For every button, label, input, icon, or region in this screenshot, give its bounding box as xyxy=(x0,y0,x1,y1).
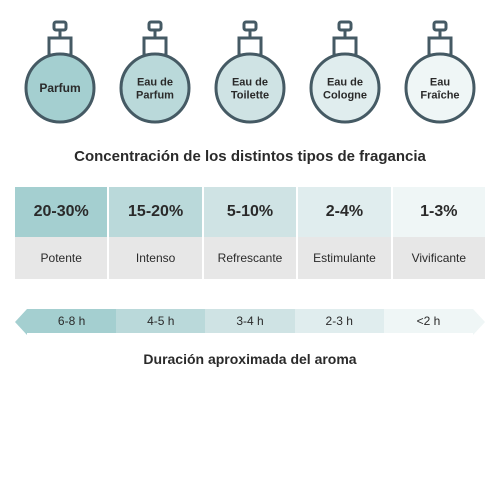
bottle-parfum: Parfum xyxy=(15,20,104,126)
duration-bar: 6-8 h 4-5 h 3-4 h 2-3 h <2 h xyxy=(15,309,485,333)
desc-cell-2: Refrescante xyxy=(204,237,296,279)
bottles-row: Parfum Eau deParfum Eau deToilette Eau d… xyxy=(15,20,485,126)
descriptor-row: Potente Intenso Refrescante Estimulante … xyxy=(15,237,485,279)
concentration-row: 20-30% 15-20% 5-10% 2-4% 1-3% xyxy=(15,187,485,237)
dur-cell-3: 2-3 h xyxy=(295,309,384,333)
desc-cell-0: Potente xyxy=(15,237,107,279)
conc-cell-0: 20-30% xyxy=(15,187,107,237)
svg-text:Eau de: Eau de xyxy=(327,77,363,89)
svg-text:Cologne: Cologne xyxy=(323,89,367,101)
svg-text:Eau: Eau xyxy=(430,77,450,89)
subtitle: Duración aproximada del aroma xyxy=(15,351,485,367)
arrow-left-icon xyxy=(15,309,27,335)
svg-text:Eau de: Eau de xyxy=(232,77,268,89)
bottle-eau-de-cologne: Eau deCologne xyxy=(301,20,390,126)
dur-cell-2: 3-4 h xyxy=(205,309,294,333)
conc-cell-3: 2-4% xyxy=(298,187,390,237)
main-title: Concentración de los distintos tipos de … xyxy=(15,148,485,165)
conc-cell-2: 5-10% xyxy=(204,187,296,237)
bottle-eau-fraiche: EauFraîche xyxy=(396,20,485,126)
desc-cell-1: Intenso xyxy=(109,237,201,279)
conc-cell-1: 15-20% xyxy=(109,187,201,237)
svg-text:Eau de: Eau de xyxy=(137,77,173,89)
dur-cell-0: 6-8 h xyxy=(27,309,116,333)
conc-cell-4: 1-3% xyxy=(393,187,485,237)
svg-text:Fraîche: Fraîche xyxy=(421,89,460,101)
svg-text:Parfum: Parfum xyxy=(39,81,80,95)
arrow-right-icon xyxy=(473,309,485,335)
duration-cells: 6-8 h 4-5 h 3-4 h 2-3 h <2 h xyxy=(27,309,473,333)
bottle-eau-de-toilette: Eau deToilette xyxy=(205,20,294,126)
dur-cell-1: 4-5 h xyxy=(116,309,205,333)
dur-cell-4: <2 h xyxy=(384,309,473,333)
desc-cell-4: Vivificante xyxy=(393,237,485,279)
svg-text:Toilette: Toilette xyxy=(231,89,269,101)
bottle-eau-de-parfum: Eau deParfum xyxy=(110,20,199,126)
desc-cell-3: Estimulante xyxy=(298,237,390,279)
svg-text:Parfum: Parfum xyxy=(136,89,174,101)
